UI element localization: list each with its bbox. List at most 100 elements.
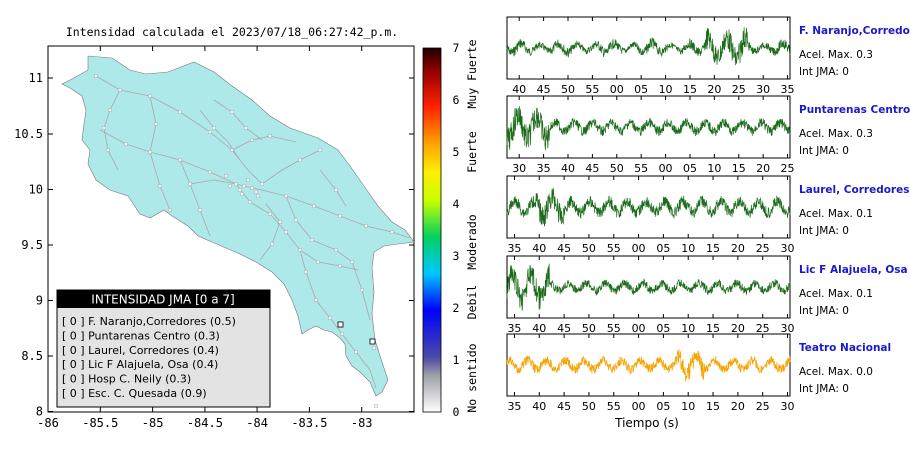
map-title: Intensidad calculada el 2023/07/18_06:27… <box>66 25 398 39</box>
station-dot <box>230 110 234 114</box>
station-dot <box>298 158 302 162</box>
accel-max: Acel. Max. 0.1 <box>799 208 873 220</box>
trace-tick-label: 10 <box>681 400 695 413</box>
station-dot <box>364 224 368 228</box>
colorbar-labels: Muy Fuerte Fuerte Moderado Debil No sentido <box>465 39 479 412</box>
station-square <box>369 338 376 345</box>
station-dot <box>178 110 182 114</box>
trace-tick-label: 30 <box>781 322 795 335</box>
station-name: Lic F Alajuela, Osa <box>799 264 908 276</box>
trace-tick-label: 15 <box>706 400 720 413</box>
colorbar-tick-label: 1 <box>453 353 460 367</box>
station-dot <box>316 260 320 264</box>
waveform-line <box>506 349 791 382</box>
costa-rica-land <box>61 55 415 397</box>
colorbar-label: Moderado <box>465 214 479 269</box>
map-x-tick-label: -86 <box>37 416 59 430</box>
station-dot <box>250 186 254 190</box>
trace-tick-label: 10 <box>681 322 695 335</box>
waveform-line <box>506 106 791 151</box>
trace-tick-label: 55 <box>634 162 648 175</box>
station-dot <box>338 214 342 218</box>
station-name: Teatro Nacional <box>799 342 891 354</box>
trace-tick-label: 30 <box>781 242 795 255</box>
colorbar-label: Muy Fuerte <box>465 39 479 108</box>
station-dot <box>108 108 112 112</box>
trace-tick-label: 40 <box>561 162 575 175</box>
road-line <box>213 99 263 141</box>
station-dot <box>372 346 376 350</box>
road-line <box>261 149 321 185</box>
int-jma: Int JMA: 0 <box>799 145 849 157</box>
road-line <box>235 183 411 239</box>
map-x-tick-label: -84 <box>246 416 268 430</box>
trace-tick-label: 05 <box>656 242 670 255</box>
trace-tick-label: 05 <box>683 162 697 175</box>
station-dot <box>334 248 338 252</box>
trace-tick-label: 15 <box>706 322 720 335</box>
legend-title: INTENSIDAD JMA [0 a 7] <box>91 293 234 307</box>
road-line <box>179 159 211 237</box>
waveform-line <box>506 263 791 311</box>
road-line <box>99 129 237 185</box>
accel-max: Acel. Max. 0.1 <box>799 288 873 300</box>
trace-tick-label: 10 <box>681 242 695 255</box>
station-dot <box>328 316 332 320</box>
trace-tick-label: 10 <box>707 162 721 175</box>
trace-tick-label: 35 <box>507 400 521 413</box>
accel-max: Acel. Max. 0.0 <box>799 366 873 378</box>
station-dot <box>250 138 254 142</box>
trace-tick-label: 50 <box>610 162 624 175</box>
station-dot <box>208 170 212 174</box>
station-dot <box>284 230 288 234</box>
station-dot <box>94 74 98 78</box>
map-y-tick-label: 10.5 <box>14 127 43 141</box>
trace-tick-label: 55 <box>585 83 599 96</box>
trace-tick-label: 20 <box>707 83 721 96</box>
station-dot <box>238 188 242 192</box>
station-dot <box>106 148 110 152</box>
trace-tick-label: 30 <box>756 83 770 96</box>
colorbar-tick-label: 5 <box>453 145 460 159</box>
station-dot <box>102 126 106 130</box>
station-dot <box>334 188 338 192</box>
trace-frame <box>506 255 791 319</box>
trace-tick-label: 50 <box>561 83 575 96</box>
map-x-tick-label: -85 <box>142 416 164 430</box>
station-dot <box>208 130 212 134</box>
trace-tick-label: 50 <box>582 242 596 255</box>
accel-max: Acel. Max. 0.3 <box>799 128 873 140</box>
trace-tick-label: 25 <box>756 400 770 413</box>
station-dot <box>268 134 272 138</box>
station-dot <box>294 218 298 222</box>
trace-tick-label: 25 <box>756 322 770 335</box>
seismogram-panel: 30 35 40 45 50 55 00 05 10 15 20 25 Puntarenas Centr… <box>506 95 910 175</box>
station-dot <box>340 332 344 336</box>
trace-tick-label: 15 <box>732 162 746 175</box>
station-dot <box>304 270 308 274</box>
colorbar-tick-label: 0 <box>453 405 460 419</box>
trace-tick-label: 45 <box>557 322 571 335</box>
colorbar-tick-label: 4 <box>453 197 460 211</box>
trace-tick-label: 35 <box>537 162 551 175</box>
station-dot <box>390 230 394 234</box>
trace-tick-label: 20 <box>731 400 745 413</box>
station-dot <box>312 204 316 208</box>
station-name: F. Naranjo,Corredores <box>799 25 910 37</box>
colorbar-tick-label: 2 <box>453 301 460 315</box>
waveform-line <box>506 187 791 227</box>
legend-item: [ 0 ] F. Naranjo,Corredores (0.5) <box>62 315 236 328</box>
station-dot <box>360 288 364 292</box>
colorbar-tick-label: 3 <box>453 249 460 263</box>
station-dot <box>314 298 318 302</box>
trace-tick-label: 45 <box>585 162 599 175</box>
station-dot <box>298 248 302 252</box>
trace-tick-label: 55 <box>607 400 621 413</box>
seismogram-panel: 35 40 45 50 55 00 05 10 15 20 25 30 Laurel, Corredor… <box>506 175 909 255</box>
trace-tick-label: 40 <box>512 83 526 96</box>
accel-max: Acel. Max. 0.3 <box>799 49 873 61</box>
legend-item: [ 0 ] Laurel, Corredores (0.4) <box>62 344 219 357</box>
trace-tick-label: 15 <box>706 242 720 255</box>
legend-items: [ 0 ] F. Naranjo,Corredores (0.5)[ 0 ] P… <box>62 315 236 400</box>
